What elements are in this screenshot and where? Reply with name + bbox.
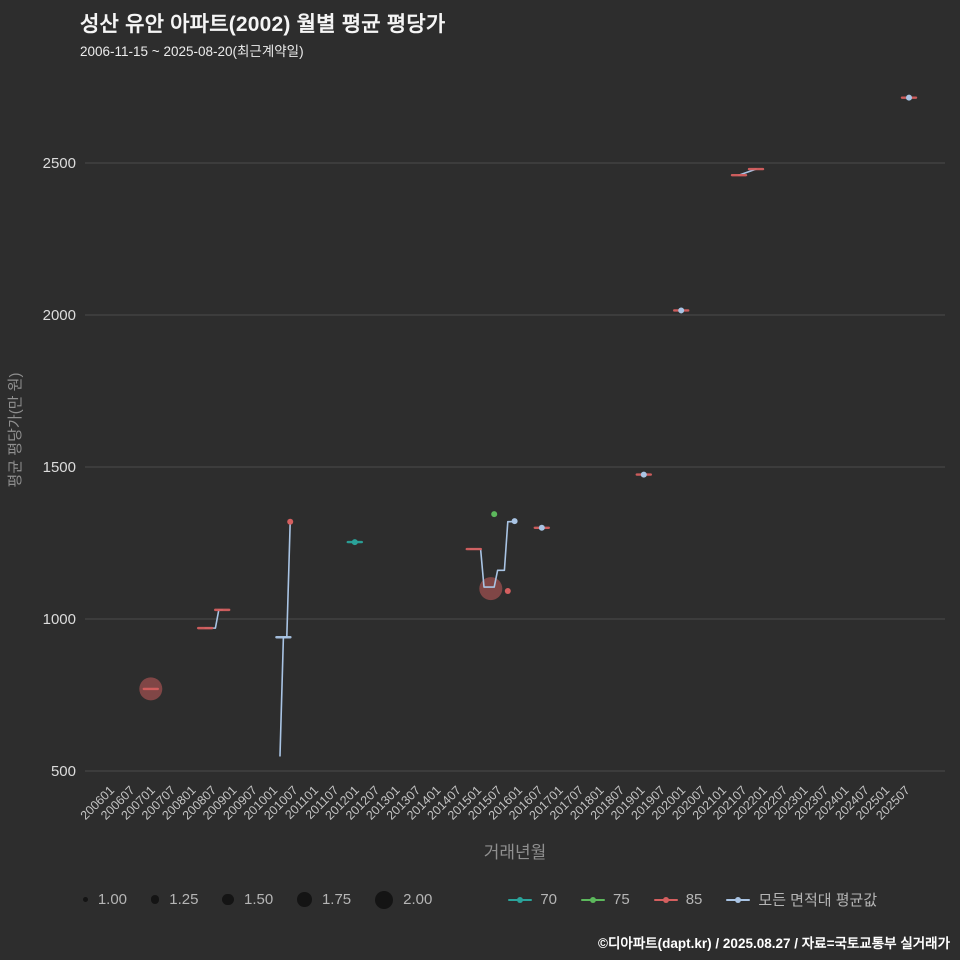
- legend-series-marker-icon: [581, 895, 606, 905]
- y-axis-title: 평균 평당가(만 원): [7, 373, 24, 488]
- legend-size-item: 1.25: [151, 891, 198, 908]
- credit-footer: ©디아파트(dapt.kr) / 2025.08.27 / 자료=국토교통부 실…: [598, 936, 950, 951]
- legend-size-label: 1.50: [243, 891, 274, 908]
- legend-series-85: 85: [653, 891, 703, 908]
- chart-title: 성산 유안 아파트(2002) 월별 평균 평당가: [80, 13, 446, 36]
- legend-series-label: 75: [613, 891, 630, 908]
- svg-text:500: 500: [51, 763, 76, 780]
- markers-layer: [142, 94, 918, 691]
- legend-size-label: 1.25: [169, 891, 199, 908]
- legend-series-70: 70: [508, 891, 557, 908]
- gridlines: 500 1000 1500 2000 2500: [43, 155, 945, 780]
- chart-legend: 1.00 1.25 1.50 1.75 2.00 70 75 85 모든 면적대 평균값: [0, 889, 960, 910]
- lines-layer: [204, 168, 757, 757]
- legend-series-marker-icon: [726, 895, 751, 905]
- bubbles-layer: [139, 577, 503, 701]
- svg-text:2000: 2000: [43, 307, 76, 324]
- legend-size-dot-icon: [151, 895, 160, 904]
- legend-series-label: 모든 면적대 평균값: [758, 892, 878, 909]
- chart-plot-area: 500 1000 1500 2000 2500 200601200607200701200…: [7, 94, 945, 862]
- svg-text:1500: 1500: [43, 459, 76, 476]
- legend-series-marker-icon: [508, 895, 533, 905]
- legend-size-dot-icon: [82, 897, 88, 902]
- legend-series-label: 85: [685, 891, 703, 908]
- legend-size-item: 1.50: [222, 891, 273, 908]
- svg-text:1000: 1000: [43, 611, 76, 628]
- legend-size-dot-icon: [222, 893, 234, 906]
- x-tick-labels: 2006012006072007012007072008012008072009…: [78, 783, 913, 822]
- legend-size-label: 1.00: [97, 891, 128, 908]
- legend-size-item: 1.00: [82, 891, 128, 908]
- legend-series-75: 75: [581, 891, 630, 908]
- legend-size-item: 1.75: [297, 891, 351, 908]
- legend-series-모든 면적대 평균값: 모든 면적대 평균값: [726, 889, 877, 910]
- legend-series-label: 70: [540, 891, 558, 908]
- svg-text:2500: 2500: [43, 155, 76, 172]
- legend-size-dot-icon: [375, 890, 394, 909]
- legend-size-item: 2.00: [375, 890, 433, 909]
- legend-size-label: 2.00: [403, 891, 433, 908]
- legend-size-label: 1.75: [321, 891, 352, 908]
- x-axis-title: 거래년월: [484, 843, 547, 862]
- legend-size-dot-icon: [297, 892, 312, 907]
- chart-subtitle: 2006-11-15 ~ 2025-08-20(최근계약일): [80, 44, 304, 59]
- legend-series-marker-icon: [653, 895, 678, 905]
